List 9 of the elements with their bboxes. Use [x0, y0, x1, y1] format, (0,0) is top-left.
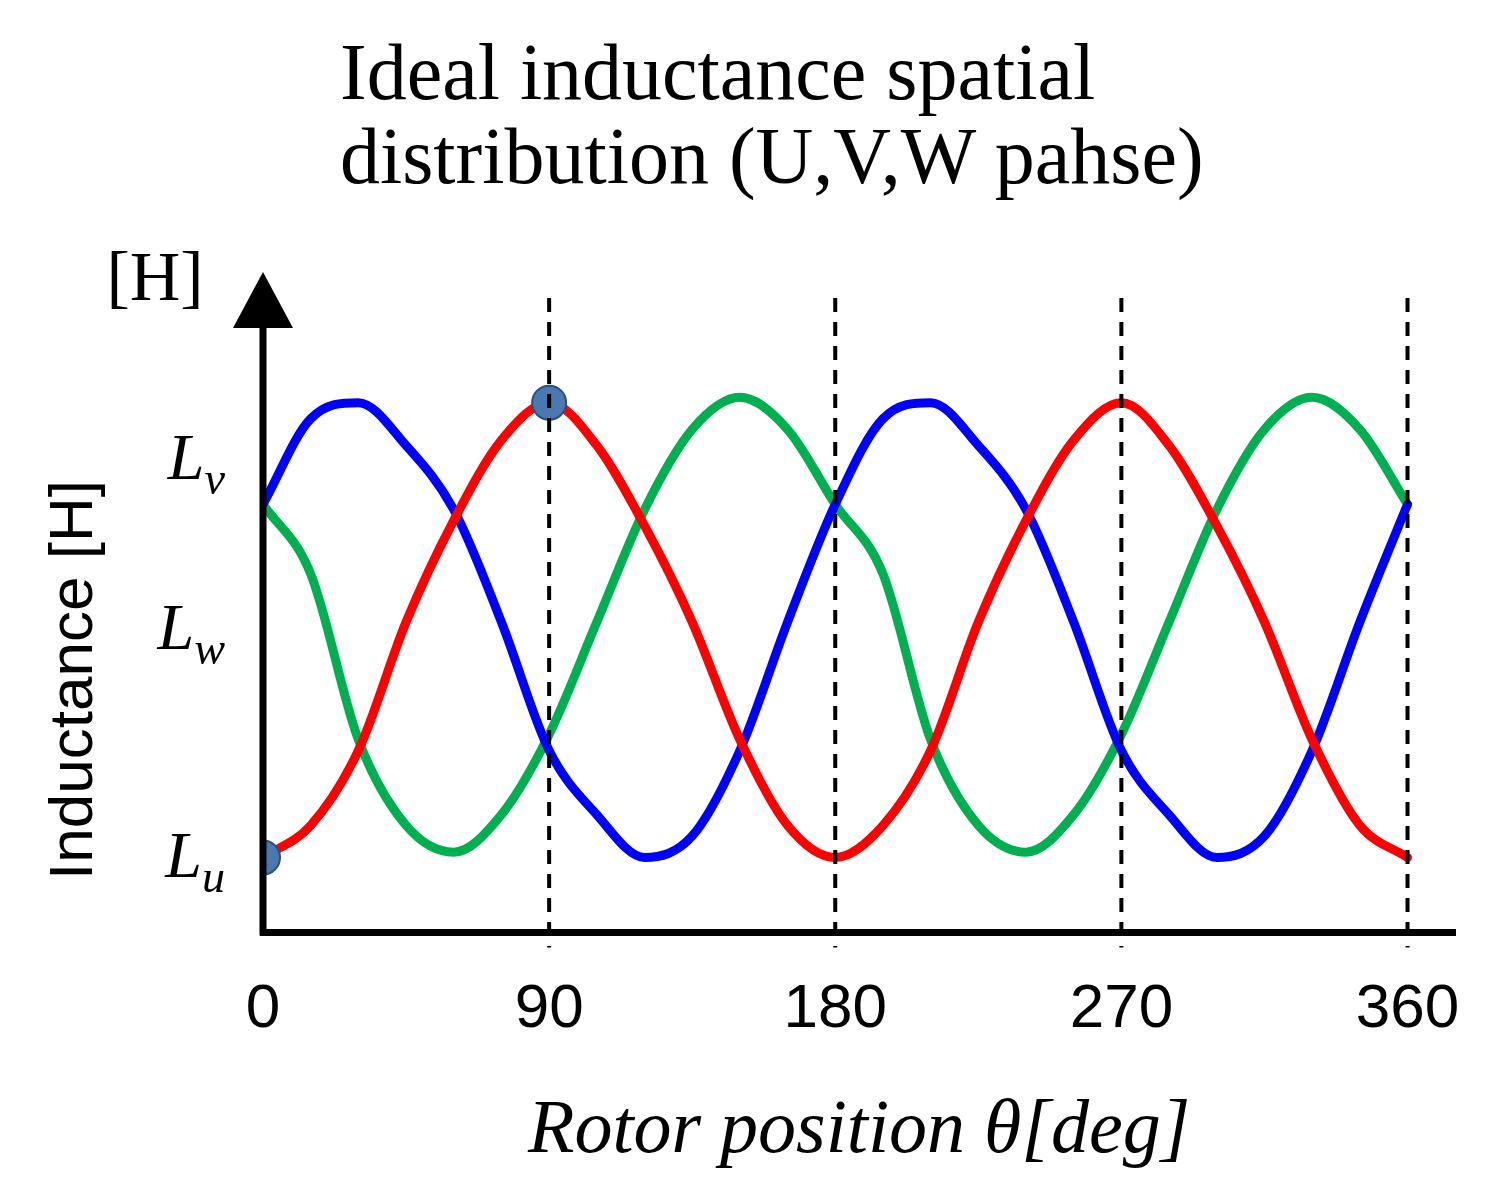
x-tick-label: 0 — [245, 970, 281, 1040]
x-axis-title: Rotor position θ[deg] — [526, 1084, 1191, 1169]
x-tick-label: 90 — [514, 970, 584, 1040]
y-axis-title: Inductance [H] — [36, 480, 106, 880]
text: [H] — [106, 238, 204, 316]
x-tick-label: 180 — [783, 970, 887, 1040]
chart-title: Ideal inductance spatial distribution (U,V,W pahse) — [340, 28, 1205, 200]
x-tick-label: 270 — [1069, 970, 1174, 1040]
x-tick-label: 360 — [1355, 970, 1460, 1040]
